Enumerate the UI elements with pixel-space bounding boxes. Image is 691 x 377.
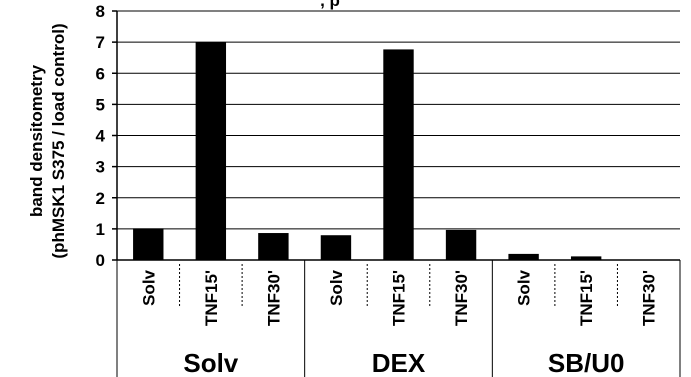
group-label: SB/U0 xyxy=(548,348,625,377)
bar xyxy=(258,233,289,261)
y-tick-label: 0 xyxy=(96,251,105,270)
group-label: DEX xyxy=(372,348,426,377)
category-label: Solv xyxy=(139,269,158,305)
category-label: Solv xyxy=(327,269,346,305)
y-tick-label: 5 xyxy=(96,95,105,114)
bar xyxy=(508,253,539,261)
bar xyxy=(133,228,164,261)
y-tick-label: 4 xyxy=(96,127,106,146)
group-labels: Solv DEX SB/U0 xyxy=(183,348,624,377)
bar xyxy=(320,235,352,261)
category-label: TNF30' xyxy=(640,270,659,326)
bar xyxy=(445,229,477,261)
y-axis-label-line-2: (phMSK1 S375 / load control) xyxy=(49,23,68,258)
y-tick-label: 8 xyxy=(96,2,105,21)
category-label: TNF15' xyxy=(202,270,221,326)
bar xyxy=(195,42,227,261)
group-label: Solv xyxy=(183,348,238,377)
y-tick-label: 3 xyxy=(96,158,105,177)
category-labels: Solv TNF15' TNF30' Solv TNF15' TNF30' Solv TNF1… xyxy=(139,269,658,326)
y-tick-label: 7 xyxy=(96,33,105,52)
category-label: TNF15' xyxy=(577,270,596,326)
y-tick-labels: 0 1 2 3 4 5 6 7 8 xyxy=(96,2,106,270)
y-axis-label-line-1: band densitometry xyxy=(27,64,46,217)
category-label: TNF30' xyxy=(452,270,471,326)
y-tick-label: 6 xyxy=(96,64,105,83)
chart-title: , p xyxy=(320,0,340,10)
category-label: TNF30' xyxy=(264,270,283,326)
y-tick-label: 1 xyxy=(96,220,105,239)
bars xyxy=(133,42,602,261)
category-label: TNF15' xyxy=(390,270,409,326)
category-label: Solv xyxy=(515,269,534,305)
bar xyxy=(383,49,414,261)
y-tick-label: 2 xyxy=(96,189,105,208)
axes xyxy=(112,10,681,377)
